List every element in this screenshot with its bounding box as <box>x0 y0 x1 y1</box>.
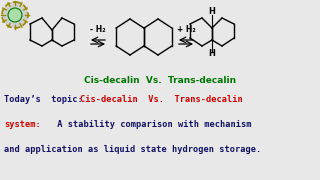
Text: + H₂: + H₂ <box>177 25 196 34</box>
Text: system:: system: <box>4 120 41 129</box>
Circle shape <box>2 2 28 28</box>
Text: Today’s  topic:: Today’s topic: <box>4 95 88 104</box>
Text: Cis-decalin  Vs.  Trans-decalin: Cis-decalin Vs. Trans-decalin <box>84 76 236 85</box>
Text: and application as liquid state hydrogen storage.: and application as liquid state hydrogen… <box>4 145 261 154</box>
Text: H: H <box>209 8 215 17</box>
Text: - H₂: - H₂ <box>90 25 106 34</box>
Text: H: H <box>209 50 215 59</box>
Text: Cis-decalin  Vs.  Trans-decalin: Cis-decalin Vs. Trans-decalin <box>80 95 243 104</box>
Circle shape <box>8 8 22 22</box>
Text: A stability comparison with mechanism: A stability comparison with mechanism <box>52 120 252 129</box>
